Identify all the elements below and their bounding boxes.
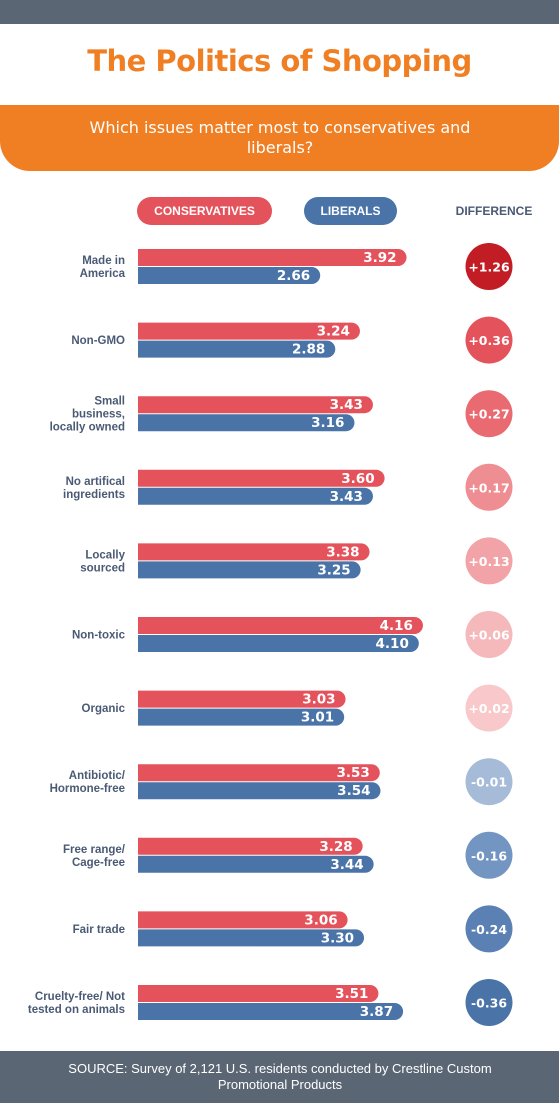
liberals-value-label: 3.16	[311, 415, 344, 431]
liberals-value-label: 3.30	[321, 930, 354, 946]
liberals-bar	[138, 782, 381, 800]
conservatives-bar	[138, 911, 348, 929]
conservatives-bar	[138, 543, 370, 561]
category-label: Non-toxic	[72, 630, 126, 642]
difference-circle	[465, 905, 513, 953]
category-label: Locally sourced	[80, 549, 125, 574]
legend-conservatives: CONSERVATIVES	[137, 197, 272, 225]
difference-circle	[465, 758, 513, 806]
conservatives-bar	[138, 617, 423, 634]
difference-circle	[465, 243, 513, 290]
liberals-value-label: 3.44	[330, 857, 363, 873]
difference-circle	[465, 316, 513, 364]
liberals-bar	[138, 635, 419, 652]
conservatives-value-label: 3.60	[341, 471, 374, 487]
category-label: Antibiotic/Hormone-free	[50, 770, 126, 795]
difference-value-label: +0.36	[468, 333, 510, 348]
conservatives-value-label: 3.53	[336, 765, 369, 781]
conservatives-value-label: 3.24	[317, 324, 350, 340]
category-label: Non-GMO	[71, 335, 125, 347]
difference-value-label: -0.24	[471, 922, 507, 937]
conservatives-bar	[138, 690, 346, 708]
liberals-value-label: 3.01	[301, 710, 334, 726]
conservatives-value-label: 3.28	[319, 839, 352, 855]
conservatives-bar	[138, 249, 407, 266]
subtitle-band	[0, 105, 559, 171]
difference-circle	[465, 537, 513, 585]
liberals-value-label: 2.88	[292, 342, 325, 358]
legend-liberals: LIBERALS	[304, 197, 397, 225]
conservatives-value-label: 3.38	[326, 544, 359, 560]
category-label: Made in America	[80, 255, 126, 280]
liberals-value-label: 3.25	[317, 562, 350, 578]
difference-circle	[465, 831, 513, 879]
conservatives-value-label: 3.03	[302, 692, 335, 708]
difference-value-label: +0.27	[468, 407, 509, 422]
difference-circle	[465, 463, 513, 511]
footer-bar	[0, 1051, 559, 1103]
page-subtitle: Which issues matter most to conservative…	[89, 118, 471, 157]
difference-value-label: +0.02	[468, 701, 509, 716]
difference-value-label: +0.13	[468, 554, 509, 569]
category-label: Organic	[82, 703, 126, 715]
page-title: The Politics of Shopping	[87, 44, 472, 78]
difference-circle	[465, 390, 513, 438]
category-label: Free range/Cage-free	[63, 844, 126, 869]
liberals-bar	[138, 487, 373, 505]
liberals-bar	[138, 929, 365, 947]
conservatives-value-label: 3.06	[304, 912, 337, 928]
difference-value-label: +0.17	[468, 480, 509, 495]
conservatives-bar	[138, 837, 363, 855]
category-label: Fair trade	[73, 924, 125, 936]
conservatives-bar	[138, 764, 380, 782]
conservatives-bar	[138, 469, 385, 487]
liberals-bar	[138, 561, 361, 579]
liberals-bar	[138, 708, 345, 726]
category-label: No artifical ingredients	[63, 476, 125, 501]
liberals-bar	[138, 855, 374, 873]
category-label: Cruelty-free/ Not tested on animals	[28, 991, 125, 1016]
category-label: Small business, locally owned	[50, 396, 125, 434]
conservatives-value-label: 4.16	[380, 618, 413, 634]
conservatives-value-label: 3.43	[330, 397, 363, 413]
liberals-bar	[138, 340, 336, 358]
liberals-value-label: 3.54	[337, 783, 370, 799]
liberals-value-label: 3.43	[330, 489, 363, 505]
source-note: SOURCE: Survey of 2,121 U.S. residents c…	[68, 1061, 492, 1092]
conservatives-value-label: 3.51	[335, 986, 368, 1002]
difference-value-label: -0.01	[471, 775, 507, 790]
difference-value-label: -0.16	[471, 848, 507, 863]
conservatives-bar	[138, 396, 373, 414]
liberals-value-label: 3.87	[360, 1004, 393, 1020]
difference-value-label: +1.26	[468, 260, 510, 275]
difference-header: DIFFERENCE	[455, 204, 533, 218]
top-bar	[0, 0, 559, 24]
conservatives-bar	[138, 322, 360, 340]
difference-circle	[465, 979, 513, 1026]
difference-value-label: +0.06	[468, 628, 510, 643]
difference-value-label: -0.36	[471, 996, 507, 1011]
liberals-bar	[138, 414, 355, 432]
liberals-bar	[138, 1003, 404, 1020]
liberals-value-label: 2.66	[277, 268, 310, 284]
conservatives-bar	[138, 985, 379, 1002]
conservatives-value-label: 3.92	[363, 250, 396, 266]
liberals-bar	[138, 267, 321, 284]
difference-circle	[465, 611, 513, 658]
liberals-value-label: 4.10	[376, 636, 409, 652]
difference-circle	[465, 684, 513, 732]
